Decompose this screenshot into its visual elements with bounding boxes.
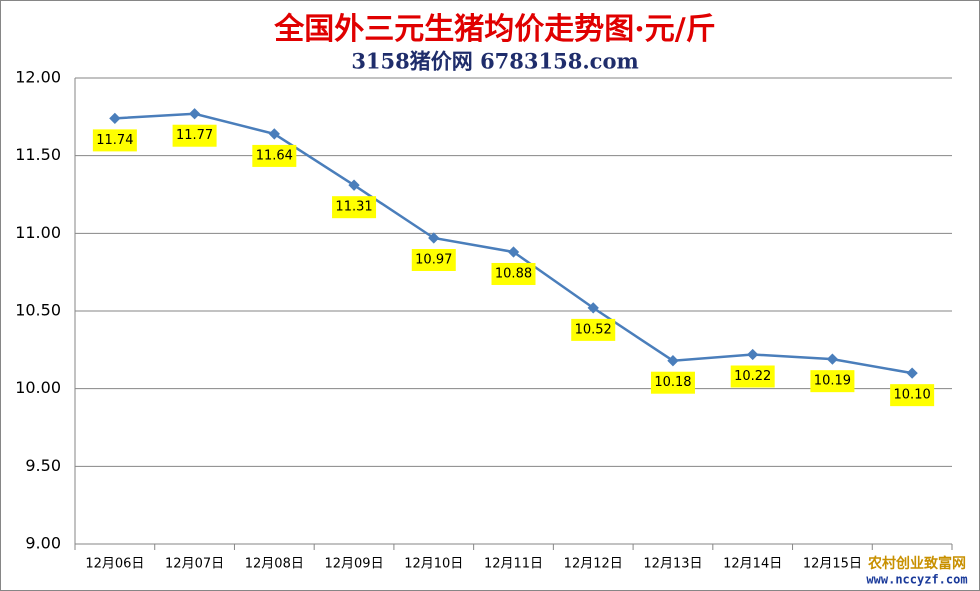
y-tick-label: 9.50	[25, 456, 61, 475]
y-tick-label: 10.50	[15, 301, 61, 320]
label-bg	[332, 196, 377, 219]
x-tick-label: 12月08日	[245, 557, 304, 572]
x-tick-label: 12月13日	[643, 557, 702, 572]
marker	[667, 355, 679, 367]
x-tick-label: 12月10日	[404, 557, 463, 572]
label-bg	[411, 248, 456, 271]
label-bg	[810, 370, 855, 393]
chart-subtitle: 3158猪价网 6783158.com	[351, 49, 638, 74]
chart-title: 全国外三元生猪均价走势图·元/斤	[273, 12, 715, 47]
marker	[428, 232, 440, 244]
marker	[826, 353, 839, 365]
data-label: 10.88	[495, 266, 532, 281]
marker	[906, 367, 918, 379]
y-tick-label: 9.00	[25, 534, 61, 553]
data-label: 11.77	[176, 128, 213, 143]
y-tick-label: 11.50	[15, 145, 61, 164]
y-tick-label: 12.00	[15, 68, 61, 87]
label-bg	[650, 371, 695, 394]
marker	[587, 302, 599, 314]
label-bg	[172, 124, 217, 147]
x-tick-label: 12月15日	[803, 557, 862, 572]
marker	[507, 246, 520, 258]
label-bg	[890, 384, 935, 407]
data-label: 11.74	[96, 133, 133, 148]
marker	[268, 128, 280, 140]
x-tick-label: 12月09日	[324, 557, 383, 572]
y-tick-label: 11.00	[15, 223, 61, 242]
label-bg	[252, 144, 297, 167]
data-label: 11.64	[256, 148, 293, 163]
data-label: 10.52	[575, 322, 612, 337]
x-tick-label: 12月12日	[564, 557, 623, 572]
data-label: 11.31	[335, 200, 372, 215]
y-tick-label: 10.00	[15, 378, 61, 397]
marker	[348, 179, 360, 191]
watermark: 农村创业致富网	[867, 555, 966, 572]
marker	[747, 348, 759, 361]
label-bg	[571, 318, 616, 341]
data-label: 10.18	[654, 375, 691, 390]
data-label: 10.19	[814, 374, 851, 389]
x-tick-label: 12月07日	[165, 557, 224, 572]
data-label: 10.10	[894, 388, 931, 403]
x-tick-label: 12月11日	[484, 557, 543, 572]
x-tick-label: 12月14日	[723, 557, 782, 572]
data-label: 10.97	[415, 252, 452, 267]
data-label: 10.22	[734, 369, 771, 384]
label-bg	[491, 262, 536, 285]
watermark: www.nccyzf.com	[866, 573, 967, 587]
label-bg	[730, 365, 775, 388]
x-tick-label: 12月06日	[85, 557, 144, 572]
label-bg	[92, 129, 137, 152]
